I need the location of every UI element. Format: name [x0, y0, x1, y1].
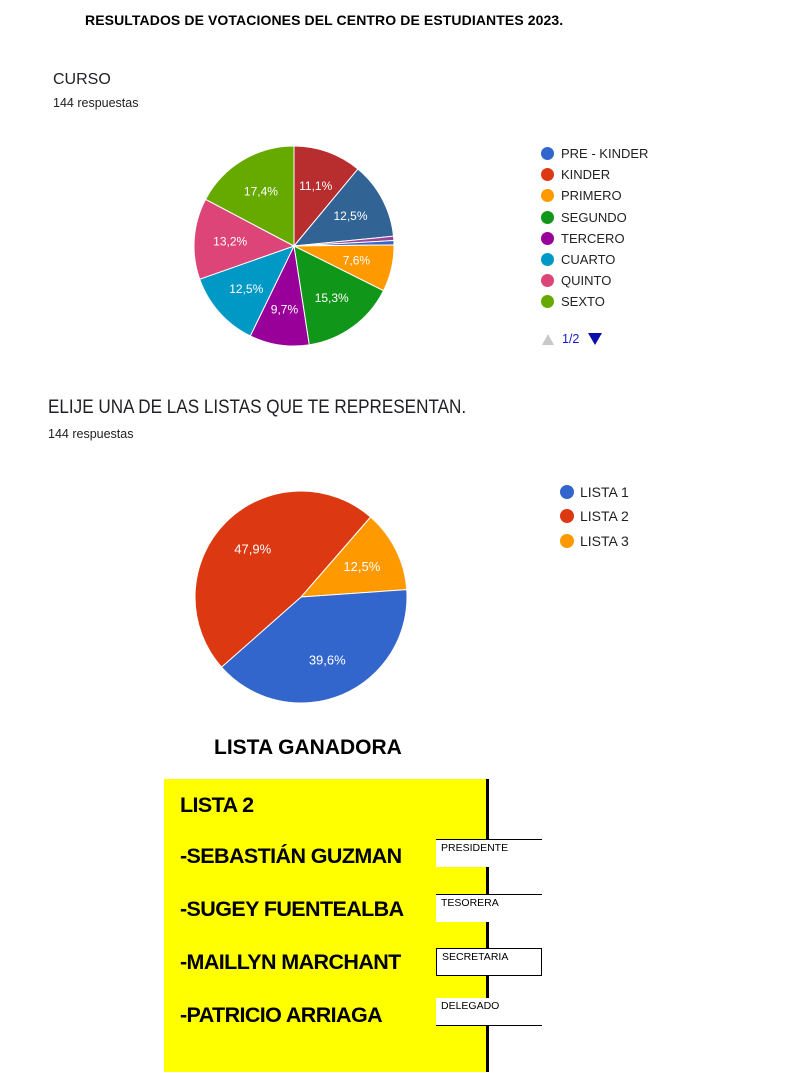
legend-item: QUINTO [541, 270, 648, 291]
legend-swatch [541, 168, 554, 182]
pie-slice[interactable] [204, 145, 295, 247]
member-name: -SUGEY FUENTEALBA [180, 897, 404, 921]
chart-listas-pie: 12,5% 39,6% 47,9% [194, 490, 408, 704]
legend-label: SEXTO [561, 294, 605, 310]
winner-list-box: LISTA 2 -SEBASTIÁN GUZMAN -SUGEY FUENTEA… [164, 779, 489, 1072]
member-role: PRESIDENTE [436, 839, 542, 867]
chart-curso-response-count: 144 respuestas [53, 96, 139, 110]
legend-item: PRIMERO [541, 185, 648, 206]
pie-slice[interactable] [293, 245, 385, 346]
member-name: -SEBASTIÁN GUZMAN [180, 844, 402, 868]
legend-label: PRE - KINDER [561, 146, 649, 162]
legend-swatch [541, 147, 554, 161]
legend-label: LISTA 1 [580, 484, 629, 501]
chart-curso-title: CURSO [53, 71, 111, 88]
previous-page-icon[interactable] [542, 333, 554, 345]
slice-percentage-label: 12,5% [229, 282, 263, 296]
legend-item: SEXTO [541, 291, 648, 312]
legend-pager[interactable]: 1/2 [542, 332, 603, 346]
document-title: RESULTADOS DE VOTACIONES DEL CENTRO DE E… [85, 12, 564, 28]
legend-swatch [560, 533, 574, 548]
legend-item: LISTA 3 [560, 529, 629, 553]
legend-page-indicator: 1/2 [562, 332, 580, 346]
legend-item: CUARTO [541, 249, 648, 270]
legend-swatch [541, 295, 554, 309]
legend-swatch [560, 485, 574, 500]
slice-percentage-label: 15,3% [315, 291, 349, 305]
pie-slice[interactable] [299, 516, 408, 598]
legend-label: PRIMERO [561, 188, 622, 204]
legend-item: LISTA 2 [560, 504, 629, 528]
member-role: SECRETARIA [436, 948, 542, 976]
legend-item: PRE - KINDER [541, 143, 648, 164]
legend-item: KINDER [541, 164, 648, 185]
legend-item: SEGUNDO [541, 207, 648, 228]
pie-slice[interactable] [220, 589, 408, 704]
chart-curso-legend: PRE - KINDER KINDER PRIMERO SEGUNDO TERCERO C… [541, 143, 648, 313]
slice-percentage-label: 7,6% [343, 254, 371, 268]
slice-percentage-label: 39,6% [309, 652, 346, 667]
legend-label: KINDER [561, 167, 611, 183]
next-page-icon[interactable] [588, 333, 603, 345]
slice-percentage-label: 9,7% [271, 302, 299, 316]
legend-swatch [541, 274, 554, 288]
slice-percentage-label: 12,5% [334, 209, 368, 223]
pie-slice[interactable] [292, 168, 395, 247]
legend-swatch [541, 189, 554, 203]
pie-slice[interactable] [193, 198, 296, 280]
legend-item: TERCERO [541, 228, 648, 249]
member-role: TESORERA [436, 894, 542, 922]
member-role: DELEGADO [436, 998, 542, 1026]
chart-listas-title: ELIJE UNA DE LAS LISTAS QUE TE REPRESENT… [48, 397, 467, 418]
chart-listas-response-count: 144 respuestas [48, 427, 134, 441]
member-name: -MAILLYN MARCHANT [180, 950, 401, 974]
slice-percentage-label: 47,9% [234, 542, 271, 557]
legend-swatch [560, 509, 574, 524]
legend-item: LISTA 1 [560, 480, 629, 504]
winner-list-name: LISTA 2 [180, 793, 254, 817]
slice-percentage-label: 13,2% [213, 235, 247, 249]
slice-percentage-label: 11,1% [299, 179, 332, 193]
legend-label: LISTA 3 [580, 532, 629, 549]
legend-swatch [541, 210, 554, 224]
chart-curso-pie: 11,1% 12,5% 7,6% 15,3% 9,7% 12,5% 13,2% 17,4% [193, 145, 395, 347]
legend-swatch [541, 231, 554, 245]
legend-label: CUARTO [561, 252, 616, 268]
chart-listas-legend: LISTA 1 LISTA 2 LISTA 3 [560, 480, 629, 553]
pie-slice[interactable] [293, 145, 359, 248]
legend-label: TERCERO [561, 230, 625, 246]
pie-slice[interactable] [194, 490, 372, 668]
slice-percentage-label: 17,4% [244, 184, 278, 198]
pie-slice[interactable] [199, 245, 295, 337]
legend-label: LISTA 2 [580, 508, 629, 525]
legend-label: SEGUNDO [561, 209, 627, 225]
winner-heading: LISTA GANADORA [214, 736, 402, 759]
slice-percentage-label: 12,5% [343, 559, 380, 574]
legend-swatch [541, 253, 554, 267]
legend-label: QUINTO [561, 273, 612, 289]
member-name: -PATRICIO ARRIAGA [180, 1003, 383, 1027]
